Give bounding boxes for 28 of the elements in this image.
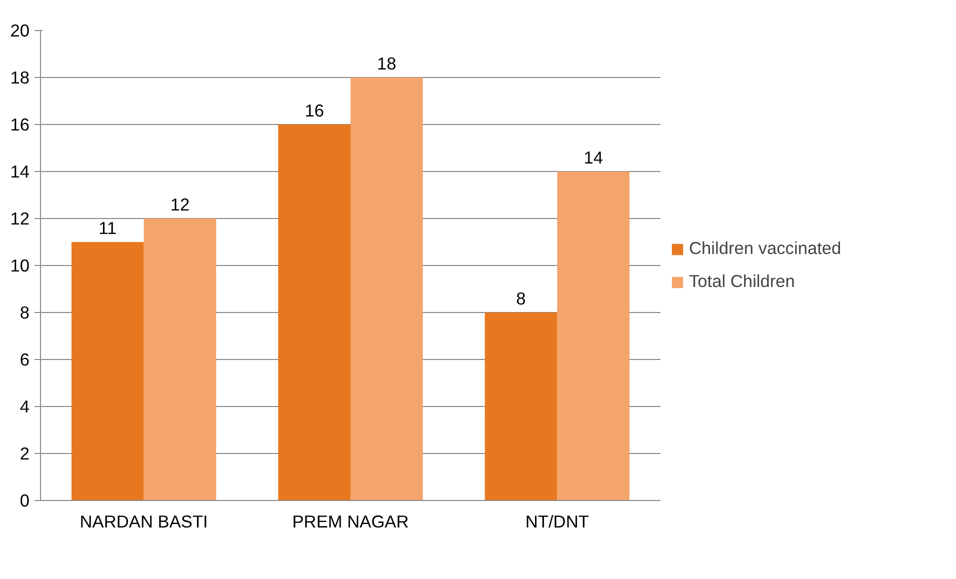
bar xyxy=(72,242,144,500)
data-label: 16 xyxy=(304,100,324,120)
legend-label: Children vaccinated xyxy=(689,238,842,259)
y-tick-label: 4 xyxy=(20,396,30,416)
y-tick-label: 6 xyxy=(20,350,30,370)
y-tick-label: 10 xyxy=(10,256,30,276)
y-tick-label: 0 xyxy=(20,490,30,510)
data-label: 18 xyxy=(377,54,396,74)
x-tick-label: NARDAN BASTI xyxy=(80,512,208,532)
legend-label: Total Children xyxy=(689,271,795,292)
data-label: 14 xyxy=(584,148,604,168)
y-tick-label: 16 xyxy=(10,114,30,134)
bar xyxy=(350,78,423,500)
data-label: 8 xyxy=(516,288,526,308)
data-label: 11 xyxy=(98,218,117,238)
x-tick-label: PREM NAGAR xyxy=(292,512,409,532)
y-tick-label: 20 xyxy=(10,20,30,40)
y-tick-label: 8 xyxy=(20,302,30,322)
bar xyxy=(557,172,630,500)
bar xyxy=(278,124,350,500)
y-tick-label: 2 xyxy=(20,444,30,464)
data-label: 12 xyxy=(170,194,190,214)
y-tick-label: 12 xyxy=(10,208,30,228)
x-tick-label: NT/DNT xyxy=(525,512,590,532)
bar xyxy=(144,218,216,500)
y-tick-label: 14 xyxy=(10,162,30,182)
y-tick-label: 18 xyxy=(10,68,30,88)
bar xyxy=(484,312,558,500)
